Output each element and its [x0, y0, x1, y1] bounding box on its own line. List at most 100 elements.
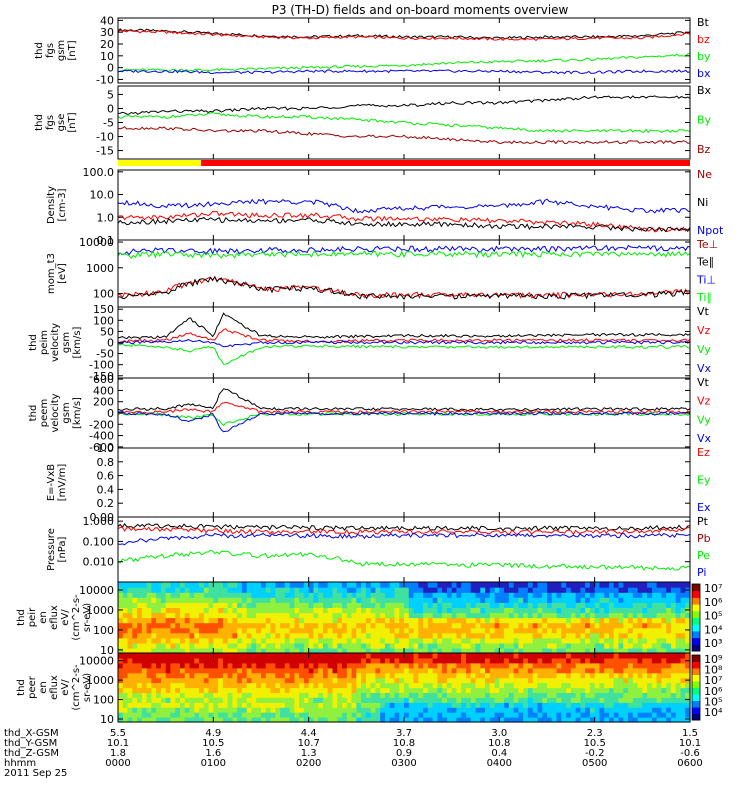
- spectrogram-cell: [151, 632, 157, 639]
- spectrogram-cell: [342, 632, 348, 639]
- spectrogram-cell: [675, 612, 682, 619]
- spectrogram-cell: [609, 687, 615, 693]
- spectrogram-cell: [299, 682, 305, 689]
- spectrogram-cell: [170, 707, 176, 713]
- spectrogram-cell: [137, 682, 143, 689]
- spectrogram-cell: [666, 602, 672, 608]
- spectrogram-cell: [670, 702, 677, 708]
- spectrogram-cell: [504, 702, 510, 708]
- spectrogram-cell: [132, 717, 138, 723]
- spectrogram-cell: [122, 627, 129, 634]
- spectrogram-cell: [423, 607, 429, 614]
- spectrogram-cell: [313, 582, 319, 588]
- spectrogram-cell: [275, 612, 281, 619]
- spectrogram-cell: [323, 627, 329, 634]
- spectrogram-cell: [370, 637, 376, 644]
- spectrogram-cell: [184, 702, 191, 708]
- spectrogram-cell: [561, 612, 567, 619]
- spectrogram-cell: [394, 653, 400, 659]
- spectrogram-cell: [408, 717, 415, 723]
- spectrogram-cell: [680, 667, 686, 674]
- spectrogram-cell: [432, 667, 438, 674]
- spectrogram-cell: [518, 692, 524, 698]
- spectrogram-cell: [151, 627, 157, 634]
- spectrogram-cell: [146, 687, 152, 693]
- spectrogram-cell: [475, 587, 481, 593]
- spectrogram-cell: [323, 607, 329, 614]
- spectrogram-cell: [232, 672, 238, 679]
- spectrogram-cell: [513, 697, 519, 703]
- spectrogram-cell: [141, 617, 148, 624]
- spectrogram-cell: [127, 642, 133, 649]
- spectrogram-cell: [160, 622, 167, 629]
- spectrogram-cell: [251, 602, 257, 608]
- spectrogram-cell: [180, 717, 186, 723]
- spectrogram-cell: [323, 582, 329, 588]
- spectrogram-cell: [170, 717, 176, 723]
- spectrogram-cell: [461, 592, 467, 598]
- spectrogram-cell: [222, 672, 229, 679]
- spectrogram-cell: [442, 592, 448, 598]
- spectrogram-cell: [566, 717, 572, 723]
- spectrogram-cell: [160, 672, 167, 679]
- spectrogram-cell: [589, 702, 596, 708]
- spectrogram-cell: [494, 627, 500, 634]
- spectrogram-cell: [518, 682, 524, 689]
- spectrogram-cell: [480, 632, 486, 639]
- series-group-p3: [118, 198, 690, 233]
- spectrogram-cell: [265, 667, 272, 674]
- spectrogram-cell: [280, 687, 286, 693]
- spectrogram-cell: [370, 612, 376, 619]
- spectrogram-cell: [127, 712, 133, 718]
- spectrogram-cell: [222, 712, 229, 718]
- legend-Vy: Vy: [697, 343, 711, 356]
- spectrogram-cell: [151, 597, 157, 603]
- spectrogram-cell: [356, 682, 362, 689]
- spectrogram-cell: [532, 602, 539, 608]
- spectrogram-cell: [470, 587, 477, 593]
- spectrogram-cell: [666, 667, 672, 674]
- spectrogram-cell: [585, 677, 591, 684]
- spectrogram-cell: [513, 607, 519, 614]
- spectrogram-cell: [661, 672, 667, 679]
- legend-bx: bx: [697, 67, 711, 80]
- spectrogram-cell: [175, 627, 181, 634]
- spectrogram-cell: [356, 582, 362, 588]
- spectrogram-cell: [513, 647, 519, 654]
- spectrogram-cell: [547, 632, 553, 639]
- spectrogram-cell: [580, 692, 586, 698]
- spectrogram-cell: [184, 612, 191, 619]
- spectrogram-cell: [508, 672, 515, 679]
- spectrogram-cell: [547, 707, 553, 713]
- spectrogram-cell: [384, 587, 391, 593]
- spectrogram-cell: [523, 717, 529, 723]
- spectrogram-cell: [685, 597, 691, 603]
- spectrogram-cell: [628, 717, 634, 723]
- spectrogram-cell: [284, 612, 291, 619]
- spectrogram-cell: [437, 617, 443, 624]
- spectrogram-cell: [227, 647, 233, 654]
- spectrogram-cell: [280, 642, 286, 649]
- spectrogram-cell: [637, 667, 643, 674]
- spectrogram-cell: [432, 597, 438, 603]
- spectrogram-cell: [628, 662, 634, 669]
- spectrogram-cell: [656, 692, 662, 698]
- spectrogram-cell: [399, 592, 405, 598]
- spectrogram-cell: [499, 582, 505, 588]
- spectrogram-cell: [670, 642, 677, 649]
- spectrogram-cell: [151, 602, 157, 608]
- spectrogram-cell: [246, 687, 253, 693]
- spectrogram-cell: [356, 653, 362, 659]
- spectrogram-cell: [342, 687, 348, 693]
- spectrogram-cell: [337, 672, 343, 679]
- spectrogram-cell: [513, 682, 519, 689]
- spectrogram-cell: [589, 582, 596, 588]
- spectrogram-cell: [508, 707, 515, 713]
- spectrogram-cell: [251, 697, 257, 703]
- spectrogram-cell: [323, 687, 329, 693]
- spectrogram-cell: [342, 637, 348, 644]
- spectrogram-cell: [451, 692, 458, 698]
- spectrogram-cell: [284, 672, 291, 679]
- spectrogram-cell: [299, 597, 305, 603]
- spectrogram-cell: [618, 602, 624, 608]
